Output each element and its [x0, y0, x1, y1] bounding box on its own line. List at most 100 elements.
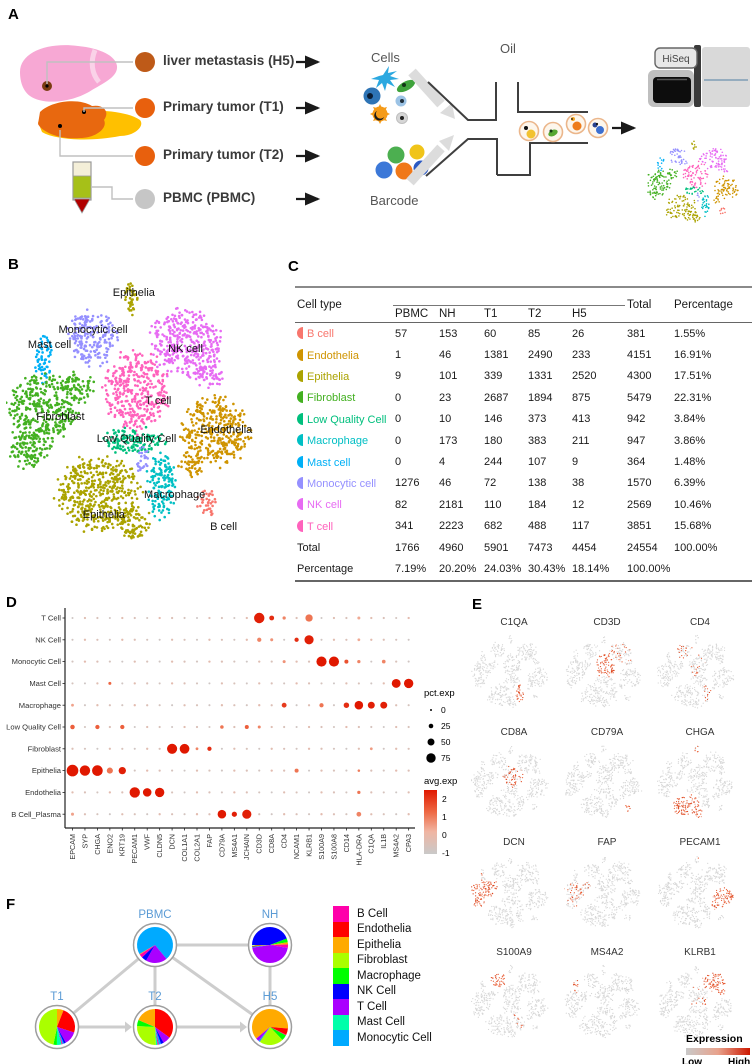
- featureplot-gene-title: CHGA: [685, 727, 715, 738]
- table-cell: 9: [572, 456, 579, 469]
- sample-pie-node: NH: [247, 909, 293, 968]
- table-cell: 38: [572, 477, 585, 490]
- legend-item: B Cell: [333, 906, 432, 922]
- blood-tube-icon: [72, 161, 92, 214]
- table-cell: 4: [439, 456, 446, 469]
- svg-text:NCAM1: NCAM1: [292, 834, 301, 859]
- workflow-diagram: HiSeq Cells Oil Barcode: [20, 41, 750, 214]
- sample-arrows: [296, 55, 321, 206]
- table-cell: 15.68%: [674, 520, 712, 533]
- sample-circle-pbmc: [135, 189, 155, 209]
- cell-type-cell: Total: [297, 541, 321, 554]
- cluster-color-icon: [297, 434, 303, 447]
- cluster-label: NK cell: [168, 342, 203, 355]
- cluster-color-icon: [297, 455, 303, 468]
- svg-text:Macrophage: Macrophage: [19, 701, 61, 710]
- table-cell: 383: [528, 434, 547, 447]
- svg-text:0: 0: [441, 705, 446, 715]
- table-cell: 875: [572, 391, 591, 404]
- svg-text:CLDN5: CLDN5: [155, 834, 164, 858]
- expression-low-label: Low: [682, 1057, 702, 1064]
- network-node-label: T2: [148, 991, 161, 1003]
- table-cell: 16.91%: [674, 349, 712, 362]
- sample-label-t2: Primary tumor (T2): [163, 147, 284, 162]
- expression-high-label: High: [728, 1057, 751, 1064]
- svg-text:avg.exp: avg.exp: [424, 776, 457, 787]
- svg-text:-1: -1: [442, 848, 450, 858]
- table-cell: 6.39%: [674, 477, 706, 490]
- sample-markers: [135, 52, 155, 209]
- cluster-color-icon: [297, 327, 303, 340]
- table-cell: 20.20%: [437, 558, 482, 582]
- svg-text:SYP: SYP: [80, 834, 89, 849]
- feature-plots-panel: Expression Low High C1QACD3DCD4CD8ACD79A…: [460, 590, 753, 1064]
- legend-item: NK Cell: [333, 983, 432, 999]
- table-cell: 1331: [528, 370, 553, 383]
- table-cell: 10: [439, 413, 452, 426]
- featureplot-gene-title: DCN: [503, 837, 525, 848]
- featureplot-tsne: [657, 742, 743, 826]
- legend-item: Epithelia: [333, 937, 432, 953]
- legend-label: Epithelia: [357, 938, 402, 951]
- svg-text:1: 1: [442, 812, 447, 822]
- table-cell: 244: [484, 456, 503, 469]
- featureplot-tsne: [657, 632, 743, 716]
- table-cell: 3851: [627, 520, 652, 533]
- svg-text:2: 2: [442, 794, 447, 804]
- col-header-pbmc: PBMC: [393, 305, 437, 323]
- table-cell: 381: [627, 327, 646, 340]
- svg-text:75: 75: [441, 753, 451, 763]
- sample-circle-h5: [135, 52, 155, 72]
- sample-circle-t1: [135, 98, 155, 118]
- legend-swatch: [333, 952, 349, 968]
- col-header-celltype: Cell type: [295, 287, 393, 323]
- table-cell: 138: [528, 477, 547, 490]
- svg-text:CD79A: CD79A: [217, 834, 226, 857]
- svg-text:EPCAM: EPCAM: [68, 834, 77, 860]
- svg-text:FAP: FAP: [205, 834, 214, 848]
- featureplot-tsne: [564, 632, 650, 716]
- svg-text:JCHAIN: JCHAIN: [242, 834, 251, 860]
- featureplot-gene-title: CD3D: [593, 617, 621, 628]
- table-cell: 364: [627, 456, 646, 469]
- featureplot-gene-title: CD8A: [500, 727, 528, 738]
- legend-label: Mast Cell: [357, 1016, 405, 1029]
- col-header-percentage: Percentage: [672, 287, 753, 323]
- svg-text:Mast Cell: Mast Cell: [29, 679, 61, 688]
- network-node-label: H5: [263, 991, 278, 1003]
- col-header-t2: T2: [526, 305, 570, 323]
- table-cell: 7473: [528, 541, 553, 554]
- featureplot-gene-title: FAP: [597, 837, 617, 848]
- featureplot-tsne: [564, 852, 650, 936]
- table-cell: 46: [439, 349, 452, 362]
- svg-text:ENO2: ENO2: [105, 834, 114, 854]
- oil-caption: Oil: [500, 41, 516, 56]
- microfluidic-junction: [425, 81, 588, 177]
- table-cell: 100.00%: [625, 558, 673, 582]
- svg-text:IL1B: IL1B: [379, 834, 388, 849]
- table-cell: 23: [439, 391, 452, 404]
- svg-text:KLRB1: KLRB1: [304, 834, 313, 857]
- panel-a-label: A: [8, 6, 19, 23]
- legend-label: Endothelia: [357, 923, 412, 936]
- table-cell: 488: [528, 520, 547, 533]
- svg-text:DCN: DCN: [168, 834, 177, 850]
- table-cell: 173: [439, 434, 458, 447]
- cluster-label: Endothelia: [200, 424, 253, 437]
- table-cell: 0: [395, 413, 402, 426]
- cluster-label: Macrophage: [144, 489, 206, 502]
- table-cell: 3.84%: [674, 413, 706, 426]
- table-cell: 85: [528, 327, 541, 340]
- legend-swatch: [333, 1030, 349, 1046]
- svg-text:Monocytic Cell: Monocytic Cell: [12, 657, 62, 666]
- table-cell: 2223: [439, 520, 464, 533]
- cell-type-cell: Low Quality Cell: [295, 409, 393, 430]
- featureplot-tsne: [657, 852, 743, 936]
- table-cell: 17.51%: [674, 370, 712, 383]
- col-header-t1: T1: [482, 305, 526, 323]
- panel-b-label: B: [8, 256, 19, 273]
- table-row: Percentage 7.19% 20.20% 24.03% 30.43% 18.14% 1…: [295, 558, 753, 582]
- table-cell: 1.55%: [674, 327, 706, 340]
- sample-subheader-row: PBMC NH T1 T2 H5: [295, 305, 752, 323]
- cluster-color-icon: [297, 391, 303, 404]
